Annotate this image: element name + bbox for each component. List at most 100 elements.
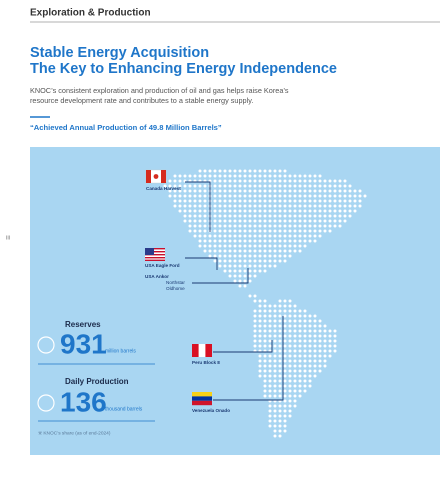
map-dot xyxy=(178,204,182,208)
map-dot xyxy=(213,184,217,188)
map-dot xyxy=(203,224,207,228)
map-dot xyxy=(248,204,252,208)
map-dot xyxy=(338,209,342,213)
map-dot xyxy=(218,219,222,223)
map-dot xyxy=(293,319,297,323)
map-dot xyxy=(303,229,307,233)
map-dot xyxy=(283,364,287,368)
map-dot xyxy=(293,314,297,318)
map-dot xyxy=(233,174,237,178)
map-dot xyxy=(223,219,227,223)
map-dot xyxy=(223,204,227,208)
map-dot xyxy=(273,389,277,393)
map-dot xyxy=(248,294,252,298)
map-dot xyxy=(223,179,227,183)
map-dot xyxy=(293,229,297,233)
map-dot xyxy=(328,339,332,343)
map-dot xyxy=(298,344,302,348)
map-dot xyxy=(173,174,177,178)
map-dot xyxy=(343,189,347,193)
map-dot xyxy=(298,369,302,373)
map-dot xyxy=(278,169,282,173)
map-dot xyxy=(263,229,267,233)
map-dot xyxy=(258,234,262,238)
map-dot xyxy=(233,194,237,198)
map-dot xyxy=(333,204,337,208)
map-dot xyxy=(303,199,307,203)
map-dot xyxy=(328,189,332,193)
map-dot xyxy=(268,359,272,363)
map-dot xyxy=(273,209,277,213)
map-dot xyxy=(238,269,242,273)
map-dot xyxy=(278,344,282,348)
map-dot xyxy=(228,234,232,238)
map-dot xyxy=(298,359,302,363)
map-dot xyxy=(268,304,272,308)
map-dot xyxy=(248,184,252,188)
map-dot xyxy=(248,269,252,273)
map-dot xyxy=(293,344,297,348)
map-dot xyxy=(188,214,192,218)
map-dot xyxy=(298,329,302,333)
map-dot xyxy=(233,239,237,243)
stat-title: Daily Production xyxy=(65,377,129,386)
map-dot xyxy=(278,204,282,208)
map-dot xyxy=(238,179,242,183)
map-dot xyxy=(318,329,322,333)
map-dot xyxy=(303,194,307,198)
map-dot xyxy=(328,214,332,218)
map-dot xyxy=(313,209,317,213)
map-dot xyxy=(273,384,277,388)
map-dot xyxy=(313,174,317,178)
map-dot xyxy=(273,179,277,183)
map-dot xyxy=(203,214,207,218)
map-dot xyxy=(253,294,257,298)
map-dot xyxy=(278,194,282,198)
map-dot xyxy=(263,309,267,313)
map-dot xyxy=(313,319,317,323)
map-dot xyxy=(183,189,187,193)
map-dot xyxy=(213,214,217,218)
site-label: Oldhome xyxy=(166,286,185,291)
map-dot xyxy=(273,359,277,363)
map-dot xyxy=(353,209,357,213)
map-dot xyxy=(348,204,352,208)
map-dot xyxy=(333,194,337,198)
map-dot xyxy=(223,259,227,263)
map-dot xyxy=(213,179,217,183)
map-dot xyxy=(233,184,237,188)
map-dot xyxy=(253,269,257,273)
map-dot xyxy=(228,214,232,218)
map-dot xyxy=(283,329,287,333)
map-dot xyxy=(243,214,247,218)
map-dot xyxy=(248,219,252,223)
map-dot xyxy=(248,254,252,258)
map-dot xyxy=(228,204,232,208)
map-dot xyxy=(278,229,282,233)
map-dot xyxy=(223,194,227,198)
map-dot xyxy=(218,229,222,233)
map-dot xyxy=(303,189,307,193)
map-dot xyxy=(258,204,262,208)
map-dot xyxy=(318,209,322,213)
map-dot xyxy=(318,184,322,188)
map-dot xyxy=(273,434,277,438)
map-dot xyxy=(308,364,312,368)
map-dot xyxy=(218,244,222,248)
map-dot xyxy=(233,269,237,273)
map-dot xyxy=(293,384,297,388)
map-dot xyxy=(268,369,272,373)
map-dot xyxy=(263,204,267,208)
map-dot xyxy=(283,369,287,373)
map-dot xyxy=(303,384,307,388)
map-dot xyxy=(278,244,282,248)
map-dot xyxy=(268,199,272,203)
map-dot xyxy=(233,264,237,268)
map-dot xyxy=(268,244,272,248)
map-dot xyxy=(273,414,277,418)
map-dot xyxy=(193,229,197,233)
map-dot xyxy=(213,209,217,213)
map-dot xyxy=(278,259,282,263)
map-dot xyxy=(318,349,322,353)
